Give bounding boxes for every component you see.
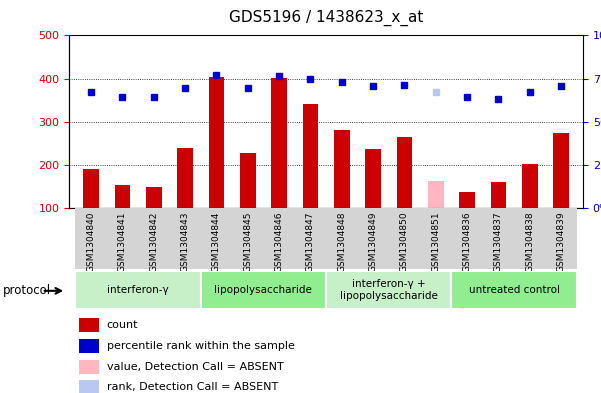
Bar: [201, 271, 326, 309]
Text: percentile rank within the sample: percentile rank within the sample: [107, 341, 294, 351]
Bar: [553, 132, 569, 208]
Text: GSM1304842: GSM1304842: [149, 211, 158, 272]
Bar: [232, 208, 263, 269]
Bar: [79, 360, 99, 374]
Bar: [201, 208, 232, 269]
Text: GSM1304843: GSM1304843: [180, 211, 189, 272]
Bar: [263, 208, 294, 269]
Bar: [79, 380, 99, 393]
Bar: [459, 192, 475, 208]
Text: value, Detection Call = ABSENT: value, Detection Call = ABSENT: [107, 362, 284, 372]
Bar: [115, 185, 130, 208]
Bar: [397, 137, 412, 208]
Text: interferon-γ: interferon-γ: [107, 285, 169, 295]
Bar: [483, 208, 514, 269]
Bar: [209, 77, 224, 208]
Bar: [490, 182, 506, 208]
Bar: [522, 164, 537, 208]
Bar: [365, 149, 381, 208]
Text: GSM1304847: GSM1304847: [306, 211, 315, 272]
Bar: [271, 78, 287, 208]
Bar: [451, 271, 577, 309]
Text: GSM1304838: GSM1304838: [525, 211, 534, 272]
Bar: [75, 208, 107, 269]
Bar: [302, 104, 318, 208]
Bar: [169, 208, 201, 269]
Text: GSM1304846: GSM1304846: [275, 211, 284, 272]
Text: GDS5196 / 1438623_x_at: GDS5196 / 1438623_x_at: [229, 10, 423, 26]
Bar: [79, 339, 99, 353]
Bar: [177, 148, 193, 208]
Text: GSM1304844: GSM1304844: [212, 211, 221, 272]
Text: GSM1304840: GSM1304840: [87, 211, 96, 272]
Text: GSM1304850: GSM1304850: [400, 211, 409, 272]
Bar: [326, 208, 358, 269]
Bar: [514, 208, 545, 269]
Bar: [240, 153, 255, 208]
Text: rank, Detection Call = ABSENT: rank, Detection Call = ABSENT: [107, 382, 278, 392]
Bar: [545, 208, 577, 269]
Text: GSM1304836: GSM1304836: [463, 211, 472, 272]
Text: GSM1304845: GSM1304845: [243, 211, 252, 272]
Bar: [75, 271, 201, 309]
Text: protocol: protocol: [3, 284, 51, 298]
Text: GSM1304839: GSM1304839: [557, 211, 566, 272]
Bar: [358, 208, 389, 269]
Bar: [83, 169, 99, 208]
Text: untreated control: untreated control: [469, 285, 560, 295]
Bar: [146, 187, 162, 208]
Text: GSM1304851: GSM1304851: [431, 211, 440, 272]
Text: GSM1304848: GSM1304848: [337, 211, 346, 272]
Text: GSM1304841: GSM1304841: [118, 211, 127, 272]
Text: GSM1304849: GSM1304849: [368, 211, 377, 272]
Text: count: count: [107, 320, 138, 331]
Text: GSM1304837: GSM1304837: [494, 211, 503, 272]
Bar: [334, 130, 350, 208]
Bar: [326, 271, 451, 309]
Bar: [389, 208, 420, 269]
Bar: [428, 181, 444, 208]
Text: interferon-γ +
lipopolysaccharide: interferon-γ + lipopolysaccharide: [340, 279, 438, 301]
Bar: [138, 208, 169, 269]
Text: lipopolysaccharide: lipopolysaccharide: [215, 285, 313, 295]
Bar: [79, 318, 99, 332]
Bar: [107, 208, 138, 269]
Bar: [420, 208, 451, 269]
Bar: [451, 208, 483, 269]
Bar: [294, 208, 326, 269]
